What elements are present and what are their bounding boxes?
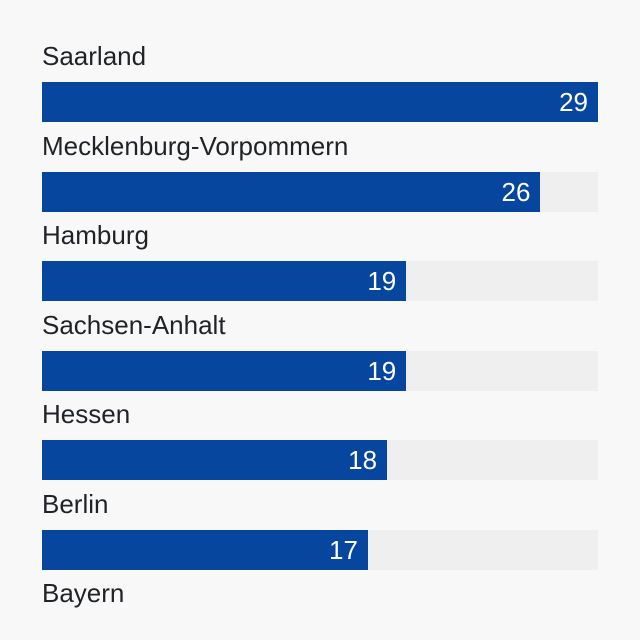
category-label-berlin: Berlin [42,488,109,519]
category-label-sachsen-anhalt: Sachsen-Anhalt [42,309,226,340]
bar-hamburg [42,261,407,301]
value-label-hessen: 18 [348,445,378,475]
value-label-mecklenburg-vorpommern: 26 [501,176,531,207]
bar-hessen [42,440,388,480]
category-label-bayern: Bayern [42,578,125,608]
category-label-hessen: Hessen [42,399,131,429]
category-label-mecklenburg-vorpommern: Mecklenburg-Vorpommern [42,130,349,161]
value-label-sachsen-anhalt: 19 [367,355,397,386]
category-label-hamburg: Hamburg [42,220,149,250]
value-label-berlin: 17 [329,534,358,565]
value-label-hamburg: 19 [367,266,397,296]
bar-sachsen-anhalt [42,350,407,391]
bar-berlin [42,529,368,570]
bar-saarland [42,82,598,122]
category-label-saarland: Saarland [42,41,147,71]
bar-mecklenburg-vorpommern [42,171,541,212]
value-label-saarland: 29 [559,87,588,117]
